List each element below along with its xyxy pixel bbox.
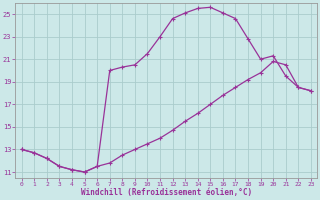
X-axis label: Windchill (Refroidissement éolien,°C): Windchill (Refroidissement éolien,°C) [81, 188, 252, 197]
